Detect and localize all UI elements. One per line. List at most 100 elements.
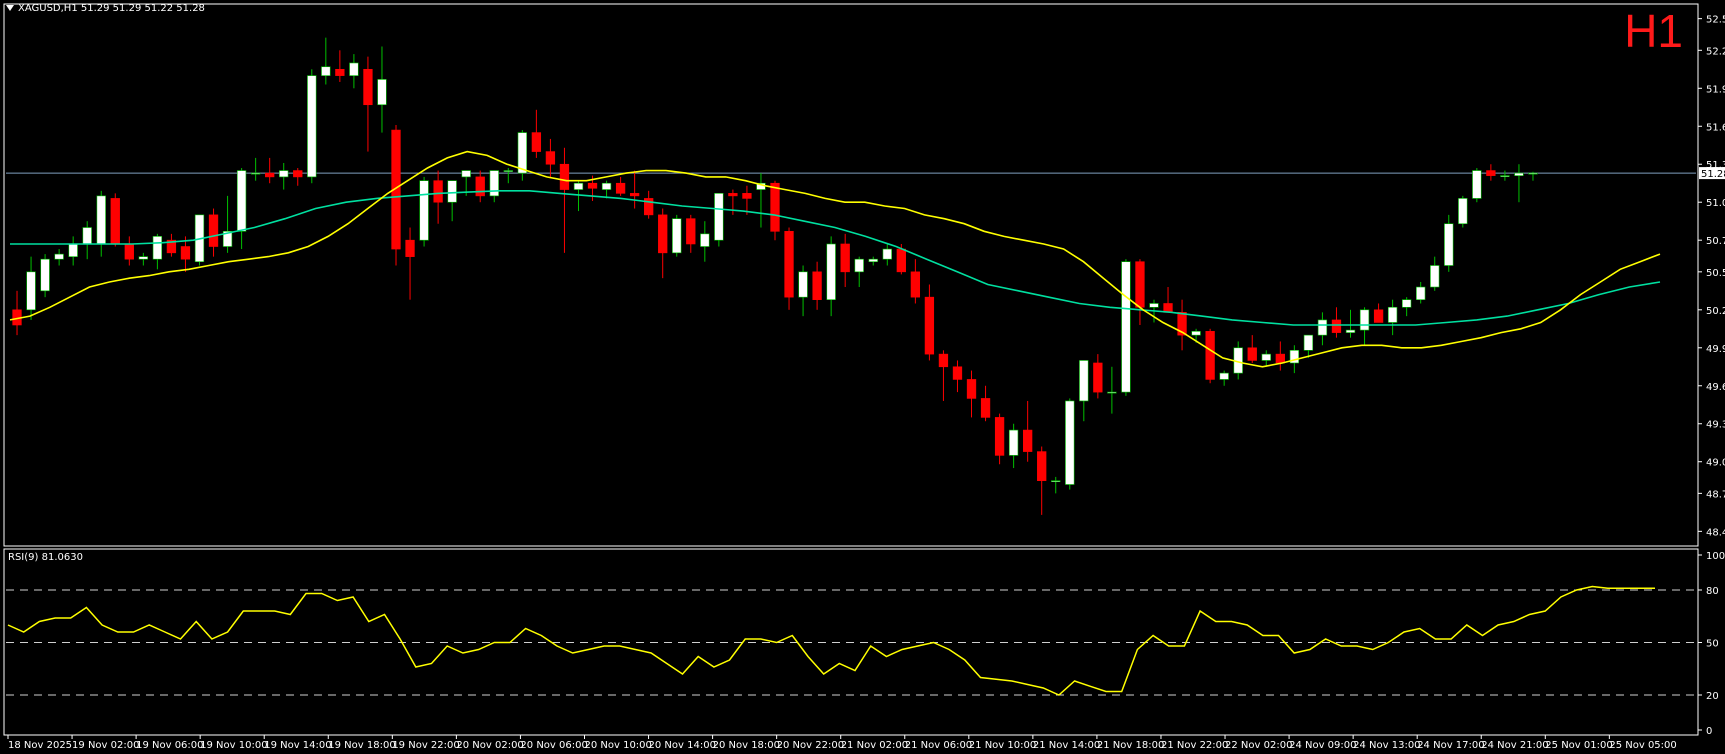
candle-body: [924, 296, 935, 355]
candle-body: [447, 180, 457, 203]
candle-body: [1079, 360, 1089, 402]
time-tick-label: 22 Nov 02:00: [1225, 740, 1292, 751]
candle-body: [405, 239, 415, 257]
time-tick-label: 20 Nov 10:00: [584, 740, 651, 751]
candle-body: [966, 379, 977, 399]
price-tick-label: 51.35: [1706, 160, 1725, 171]
candle-body: [1135, 261, 1145, 308]
candle-body: [82, 227, 92, 245]
candle-body: [461, 170, 471, 178]
price-tick-label: 48.75: [1706, 489, 1725, 500]
candle-body: [840, 243, 850, 273]
price-tick-label: 52.50: [1706, 15, 1725, 26]
candle-body: [952, 366, 963, 380]
time-tick-label: 21 Nov 22:00: [1161, 740, 1228, 751]
time-tick-label: 19 Nov 18:00: [328, 740, 395, 751]
candle-body: [1051, 480, 1061, 483]
candle-body: [1205, 331, 1215, 380]
candle-body: [377, 79, 387, 106]
candle-body: [124, 243, 134, 260]
candle-body: [896, 248, 906, 273]
ma-slow-line: [10, 190, 1661, 326]
time-tick-label: 19 Nov 06:00: [136, 740, 203, 751]
candle-body: [250, 172, 261, 175]
candle-body: [26, 271, 36, 311]
candle-body: [601, 182, 612, 190]
price-tick-label: 52.25: [1706, 46, 1725, 57]
time-tick-label: 24 Nov 09:00: [1289, 740, 1356, 751]
candle-body: [475, 176, 485, 197]
candle-body: [236, 170, 247, 232]
time-tick-label: 20 Nov 06:00: [520, 740, 587, 751]
candle-body: [545, 151, 556, 165]
time-tick-label: 19 Nov 02:00: [72, 740, 139, 751]
candle-body: [208, 214, 219, 247]
candle-body: [1093, 362, 1103, 393]
candle-body: [658, 214, 668, 254]
price-tick-label: 51.65: [1706, 122, 1725, 133]
candle-body: [1037, 451, 1047, 482]
rsi-tick-label: 50: [1706, 639, 1719, 650]
candle-body: [770, 182, 780, 232]
candle-body: [503, 170, 513, 172]
candle-body: [1008, 429, 1019, 456]
rsi-layer: [6, 585, 1696, 696]
rsi-tick-label: 0: [1706, 726, 1712, 737]
candle-body: [1373, 309, 1384, 323]
candle-body: [826, 243, 836, 300]
candle-body: [1023, 429, 1033, 452]
current-price-box: [1699, 167, 1725, 180]
candle-body: [882, 248, 892, 260]
candle-body: [1514, 172, 1524, 176]
time-tick-label: 24 Nov 21:00: [1481, 740, 1548, 751]
candle-body: [1458, 198, 1468, 225]
candle-body: [265, 172, 275, 178]
candle-body: [279, 170, 289, 178]
price-tick-label: 49.60: [1706, 382, 1725, 393]
axis-layer: 52.50 52.25 51.95 51.65 51.35 51.05 50.75 50.50…: [7, 15, 1725, 751]
candle-body: [222, 231, 233, 247]
price-tick-label: 51.95: [1706, 84, 1725, 95]
candle-body: [1065, 400, 1075, 485]
candle-body: [349, 62, 359, 76]
dropdown-triangle-icon[interactable]: [6, 5, 14, 11]
timeframe-label: H1: [1624, 5, 1683, 57]
candle-body: [531, 132, 542, 152]
candle-body: [994, 417, 1005, 456]
symbol-quote-text: XAGUSD,H1 51.29 51.29 51.22 51.28: [18, 3, 205, 14]
candle-body: [587, 182, 598, 189]
candle-body: [784, 231, 794, 298]
time-tick-label: 25 Nov 01:00: [1545, 740, 1612, 751]
candle-body: [980, 398, 991, 418]
candle-body: [854, 258, 864, 273]
candle-body: [728, 193, 738, 197]
price-tick-label: 49.00: [1706, 458, 1725, 469]
candle-body: [1289, 350, 1300, 364]
time-tick-label: 21 Nov 02:00: [841, 740, 908, 751]
time-tick-label: 19 Nov 10:00: [200, 740, 267, 751]
candle-body: [1345, 329, 1356, 333]
candle-body: [40, 258, 50, 292]
candle-body: [1275, 353, 1285, 364]
time-tick-label: 21 Nov 18:00: [1097, 740, 1164, 751]
candle-body: [110, 198, 120, 245]
time-tick-label: 21 Nov 06:00: [905, 740, 972, 751]
time-tick-label: 20 Nov 18:00: [713, 740, 780, 751]
rsi-tick-label: 100: [1706, 551, 1725, 562]
symbol-info[interactable]: XAGUSD,H1 51.29 51.29 51.22 51.28: [6, 3, 205, 14]
candle-body: [1121, 261, 1131, 393]
time-tick-label: 25 Nov 05:00: [1609, 740, 1676, 751]
candle-body: [166, 239, 177, 254]
rsi-tick-label: 80: [1706, 586, 1719, 597]
candle-body: [1500, 175, 1510, 177]
candle-body: [433, 180, 443, 203]
candle-body: [742, 193, 752, 199]
candle-body: [629, 193, 640, 197]
candle-body: [1402, 299, 1412, 308]
current-price-label: 51.28: [1701, 169, 1725, 180]
candle-body: [1191, 331, 1201, 336]
candle-body: [321, 66, 331, 76]
candle-body: [517, 132, 527, 174]
price-tick-label: 48.45: [1706, 527, 1725, 538]
